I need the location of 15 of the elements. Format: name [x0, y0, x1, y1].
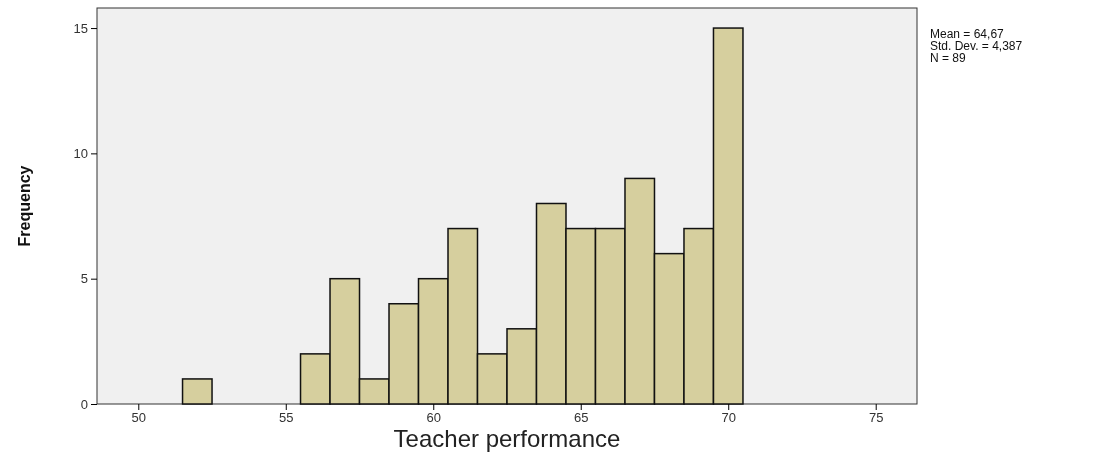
text: Mean = 64,67 [930, 27, 1005, 41]
x-axis-title: Teacher performance [393, 425, 621, 452]
x-tick-label: 65 [574, 410, 589, 426]
x-tick-label: 50 [131, 410, 147, 426]
x-tick-label: 70 [721, 410, 736, 426]
y-tick-label: 10 [73, 146, 88, 162]
y-tick-label: 0 [80, 396, 88, 412]
y-tick-label: 15 [73, 20, 88, 36]
y-axis-title: Frequency [16, 165, 33, 247]
y-tick-label: 5 [80, 271, 88, 287]
x-tick-label: 75 [868, 410, 884, 426]
text: N = 89 [930, 51, 967, 65]
x-tick-label: 55 [279, 410, 294, 426]
text: Std. Dev. = 4,387 [930, 39, 1023, 53]
x-tick-label: 60 [426, 410, 441, 426]
